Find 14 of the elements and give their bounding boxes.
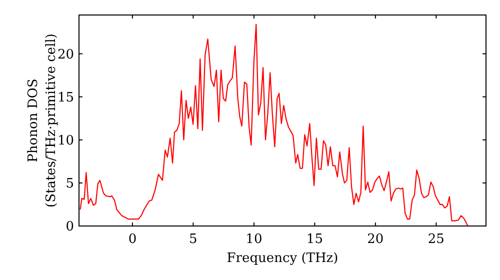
y-tick-label: 0	[66, 220, 74, 235]
x-tick-label: 0	[128, 232, 137, 247]
y-tick-label: 15	[57, 90, 74, 106]
y-tick-label: 20	[57, 47, 74, 62]
x-tick-label: 5	[189, 232, 198, 247]
line-series	[80, 24, 468, 226]
y-tick-label: 10	[57, 133, 74, 148]
y-axis-title: Phonon DOS (States/THz·primitive cell)	[26, 33, 59, 208]
x-tick-label: 20	[367, 232, 384, 247]
x-axis-title: Frequency (THz)	[226, 251, 338, 266]
x-tick-label: 25	[428, 232, 444, 247]
y-tick-label: 5	[66, 176, 74, 192]
x-tick-label: 15	[306, 232, 323, 247]
x-tick-label: 10	[246, 232, 262, 247]
